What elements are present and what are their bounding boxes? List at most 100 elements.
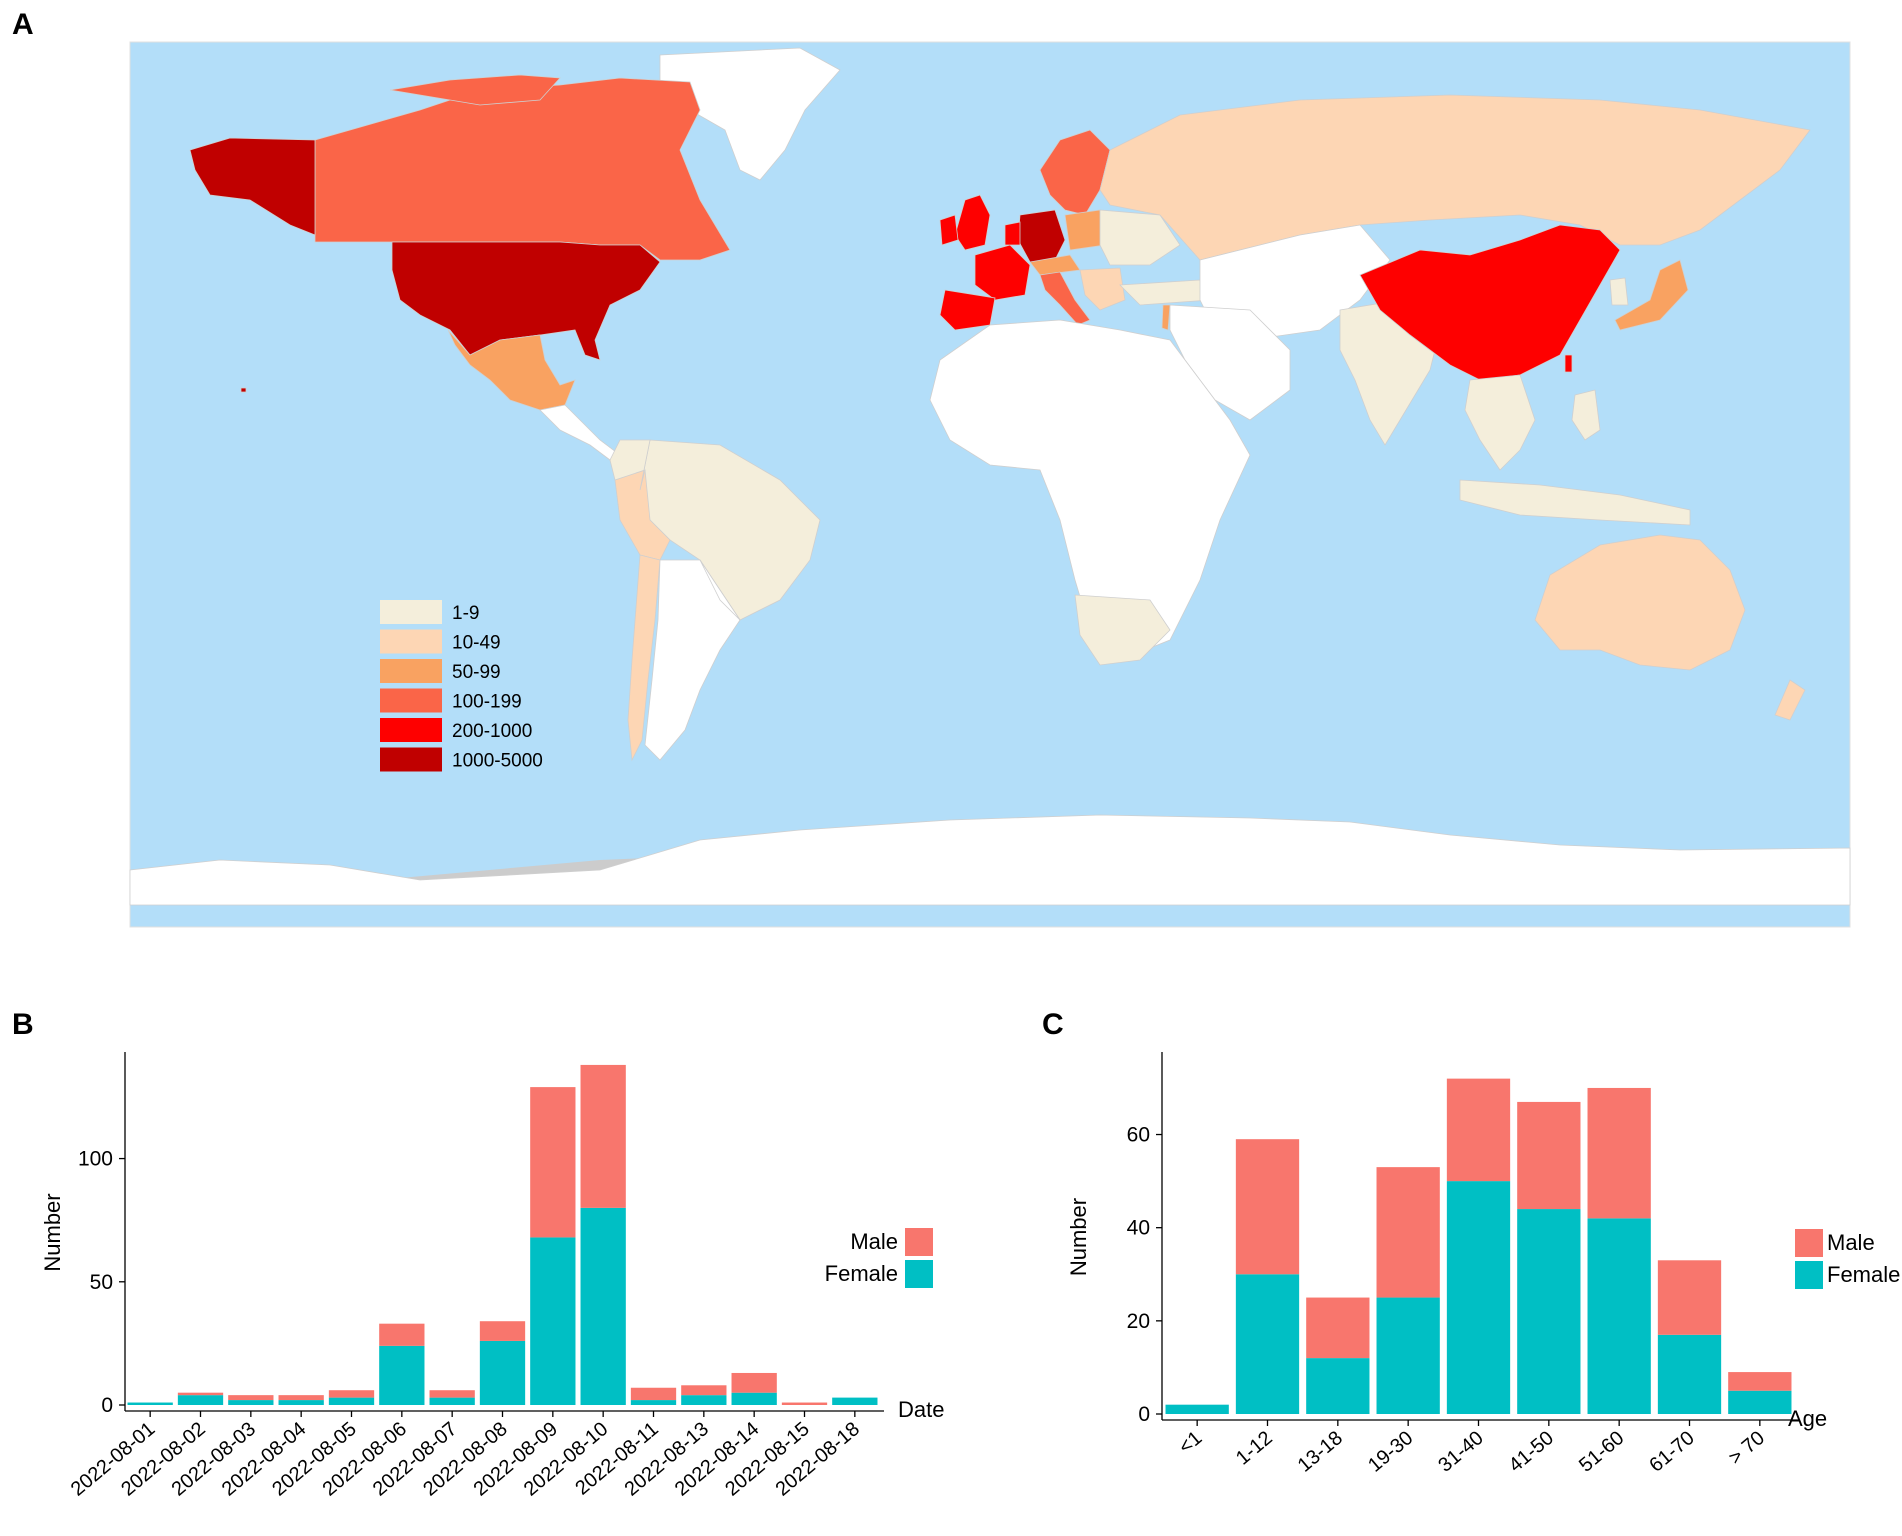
country-benelux	[1004, 221, 1021, 246]
country-peru	[614, 469, 671, 561]
x-tick-label-0: <1	[1175, 1427, 1207, 1459]
country-italy	[1039, 271, 1091, 326]
bar-female-0	[127, 1402, 173, 1405]
y-tick-label-1: 20	[1127, 1310, 1150, 1333]
panel-label-b: B	[12, 1008, 34, 1041]
bar-male-7	[1657, 1260, 1722, 1335]
legend-swatch-1	[380, 629, 442, 654]
country-israel	[1161, 304, 1171, 331]
panel-label-c: C	[1042, 1008, 1064, 1041]
bar-male-13	[781, 1402, 828, 1405]
y-tick-label-3: 60	[1127, 1124, 1150, 1147]
age-distribution-chart: 0 20 40 60 <1 1-12 13-18 19-30 31-40 41-50 51-60 61…	[1066, 1052, 1900, 1477]
bar-male-6	[1587, 1087, 1651, 1219]
country-japan	[1614, 259, 1689, 331]
x-tick-label-8: > 70	[1725, 1427, 1769, 1469]
bar-female-12	[731, 1392, 777, 1405]
x-tick-label-5: 41-50	[1505, 1427, 1558, 1477]
country-mexico	[447, 329, 576, 411]
daily-cases-chart: 0501002022-08-012022-08-022022-08-032022…	[40, 1052, 944, 1501]
legend-label-3: 100-199	[452, 692, 522, 713]
bar-female-2	[1306, 1358, 1370, 1414]
legend-swatch-2	[380, 659, 442, 683]
country-china	[1359, 224, 1621, 381]
legend-swatch-female	[905, 1260, 933, 1288]
bar-male-3	[1376, 1167, 1440, 1298]
bar-male-11	[681, 1385, 727, 1396]
bar-female-2	[228, 1400, 274, 1405]
bar-male-6	[429, 1390, 475, 1398]
bar-male-7	[479, 1321, 526, 1341]
bar-male-4	[1446, 1078, 1511, 1182]
legend-swatch-0	[380, 600, 442, 624]
continent-africa	[929, 319, 1251, 661]
legend-label-4: 200-1000	[452, 721, 532, 742]
bar-male-12	[731, 1372, 777, 1393]
bar-female-5	[1517, 1209, 1581, 1414]
bar-female-11	[681, 1395, 727, 1405]
bar-male-2	[1306, 1297, 1370, 1359]
country-new-zealand	[1774, 679, 1806, 721]
legend-label-female: Female	[825, 1261, 898, 1286]
y-axis-title: Number	[40, 1193, 65, 1271]
country-taiwan	[1564, 354, 1573, 373]
x-axis-title: Age	[1788, 1406, 1827, 1431]
y-tick-label-0: 0	[101, 1394, 113, 1417]
x-tick-label-2: 13-18	[1294, 1427, 1347, 1477]
bar-female-3	[278, 1400, 324, 1405]
bar-female-5	[379, 1345, 425, 1405]
bar-male-5	[379, 1323, 425, 1346]
legend-swatch-male	[905, 1228, 933, 1256]
country-south-africa	[1074, 594, 1171, 666]
bar-male-10	[630, 1387, 677, 1401]
bar-male-1	[1235, 1139, 1300, 1275]
legend-label-male: Male	[1827, 1230, 1875, 1255]
bar-female-6	[1587, 1218, 1651, 1414]
bar-female-3	[1376, 1297, 1440, 1414]
bar-female-9	[580, 1207, 626, 1405]
x-tick-label-7: 61-70	[1645, 1427, 1698, 1477]
bar-female-14	[832, 1397, 878, 1405]
country-canada-islands	[389, 74, 561, 106]
x-axis-title: Date	[898, 1397, 944, 1422]
state-hawaii	[240, 387, 247, 393]
x-tick-label-6: 51-60	[1575, 1427, 1628, 1477]
daily-cases-panel: 0 50 100 2022-08-01 2022-08-02 2022-08-03 2022…	[0, 1000, 960, 1531]
bar-male-2	[228, 1395, 274, 1401]
bar-male-5	[1517, 1101, 1581, 1210]
country-russia	[1099, 94, 1811, 261]
x-tick-label-4: 31-40	[1434, 1427, 1487, 1477]
bar-female-1	[177, 1395, 224, 1405]
bar-male-8	[530, 1087, 576, 1238]
legend-label-female: Female	[1827, 1262, 1900, 1287]
panel-label-a: A	[12, 8, 34, 41]
legend-label-5: 1000-5000	[452, 751, 543, 772]
bar-female-7	[479, 1340, 526, 1405]
bar-female-0	[1165, 1404, 1229, 1414]
age-distribution-panel: 0 20 40 60 <1 1-12 13-18 19-30 31-40 41-50 51-60 61…	[1030, 1000, 1902, 1531]
bar-female-8	[530, 1237, 576, 1405]
country-korea	[1609, 277, 1629, 306]
country-usa	[391, 241, 661, 361]
region-southeast-asia	[1464, 374, 1536, 471]
country-paraguay-uruguay	[699, 559, 741, 621]
legend-swatch-male	[1795, 1229, 1823, 1257]
region-indonesia	[1459, 479, 1691, 526]
region-middle-east	[1169, 304, 1291, 421]
y-tick-label-2: 40	[1127, 1217, 1150, 1240]
bar-male-8	[1728, 1372, 1792, 1391]
y-tick-label-1: 50	[90, 1271, 113, 1294]
legend-swatch-4	[380, 718, 442, 742]
bar-female-7	[1657, 1334, 1722, 1414]
legend-label-male: Male	[850, 1229, 898, 1254]
bar-male-1	[177, 1392, 224, 1396]
country-poland	[1064, 209, 1106, 251]
bar-female-10	[630, 1400, 677, 1405]
country-colombia	[609, 439, 651, 491]
legend-label-2: 50-99	[452, 662, 501, 683]
world-map: 1-9 10-49 50-99 100-199 200-1000 1000-5000	[129, 41, 1851, 928]
antarctica	[129, 814, 1851, 906]
bar-male-9	[580, 1064, 626, 1208]
legend-label-0: 1-9	[452, 603, 479, 624]
region-philippines	[1571, 389, 1601, 441]
